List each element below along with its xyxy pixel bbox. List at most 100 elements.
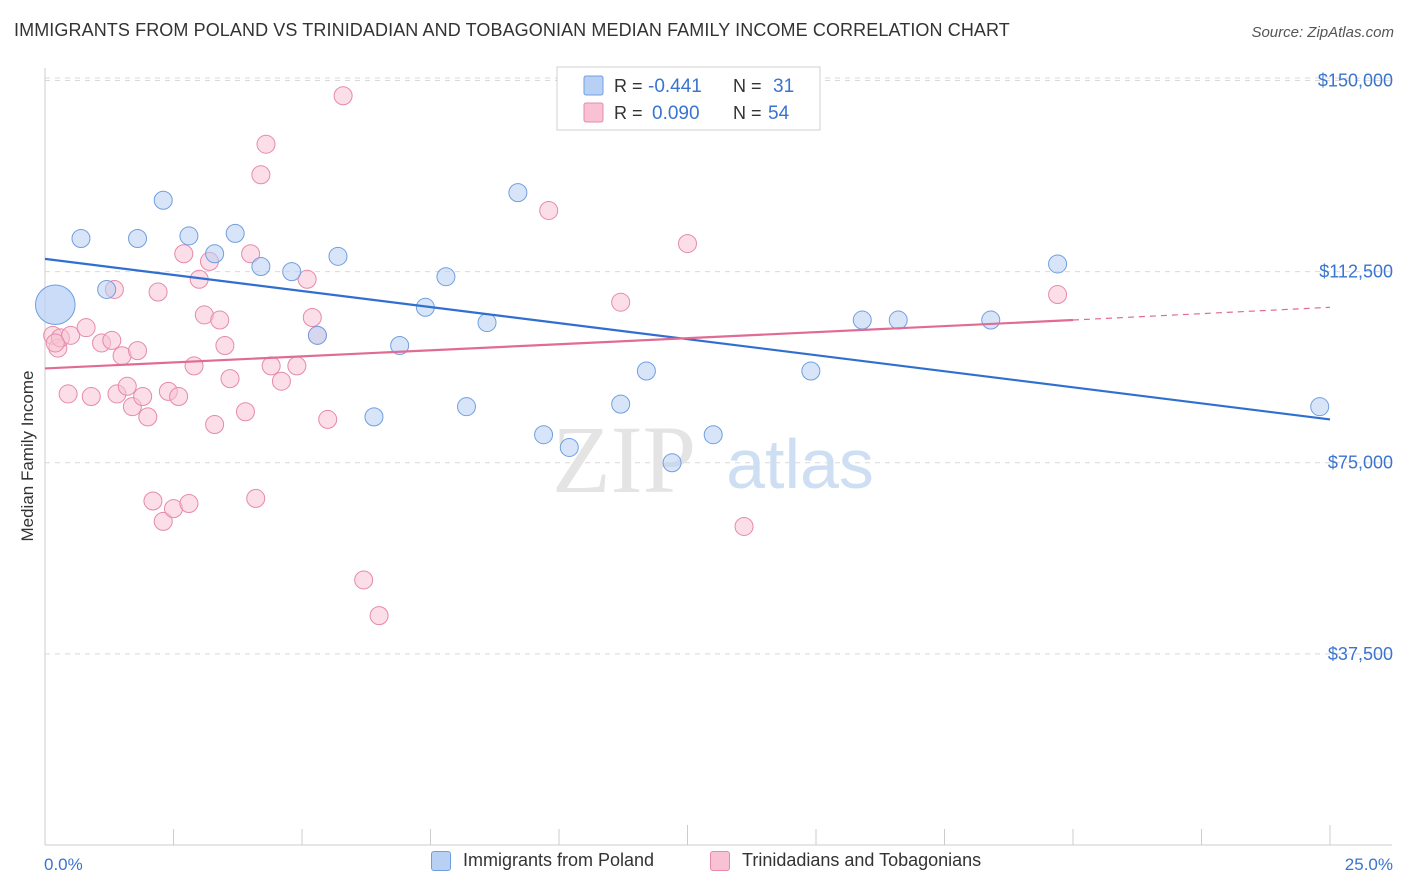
chart-title: IMMIGRANTS FROM POLAND VS TRINIDADIAN AN… [14, 20, 1010, 40]
trend-lines [44, 257, 1331, 421]
trend-line-trinidadians-extension [1072, 306, 1331, 321]
data-point-poland [636, 361, 656, 381]
stats-legend: R = -0.441 N = 31 R = 0.090 N = 54 [556, 66, 821, 131]
data-point-trinidadians [81, 386, 101, 406]
watermark: ZIP atlas [552, 406, 874, 513]
data-point-trinidadians [302, 307, 322, 327]
legend-label-poland: Immigrants from Poland [463, 850, 655, 870]
axes [44, 68, 1392, 846]
stats-legend-swatch-poland [583, 75, 604, 96]
data-point-trinidadians [184, 356, 204, 376]
stats-legend-n-label-trinidadians: N = [733, 103, 762, 123]
data-point-poland [179, 226, 199, 246]
y-tick-labels: $37,500 $75,000 $112,500 $150,000 [1318, 70, 1393, 663]
legend-swatch-trinidadians [710, 850, 730, 871]
data-point-poland [364, 407, 384, 427]
data-point-poland [508, 183, 528, 203]
data-point-trinidadians [241, 244, 261, 264]
data-point-trinidadians [138, 407, 158, 427]
series-trinidadians-points [43, 86, 1068, 626]
data-point-poland [436, 267, 456, 287]
data-point-poland [611, 394, 631, 414]
data-point-trinidadians [215, 336, 235, 356]
data-point-trinidadians [153, 511, 173, 531]
data-point-poland [888, 310, 908, 330]
stats-legend-r-label-trinidadians: R = [614, 103, 643, 123]
data-point-poland [703, 425, 723, 445]
y-tick-label: $112,500 [1319, 262, 1393, 282]
series-poland-points [34, 183, 1330, 473]
data-point-trinidadians [246, 488, 266, 508]
data-point-poland [1310, 397, 1330, 417]
y-tick-label: $75,000 [1328, 453, 1393, 473]
data-point-trinidadians [271, 371, 291, 391]
data-point-poland [477, 313, 497, 333]
data-point-poland [559, 437, 579, 457]
y-tick-label: $37,500 [1328, 644, 1393, 664]
data-point-poland [251, 257, 271, 277]
data-point-poland [981, 310, 1001, 330]
data-point-trinidadians [354, 570, 374, 590]
data-point-trinidadians [76, 318, 96, 338]
y-axis-label: Median Family Income [18, 370, 37, 542]
data-point-poland [390, 336, 410, 356]
data-point-poland [205, 244, 225, 264]
data-point-trinidadians [539, 200, 559, 220]
data-point-trinidadians [220, 369, 240, 389]
data-point-poland [456, 397, 476, 417]
data-point-trinidadians [251, 165, 271, 185]
data-point-trinidadians [128, 341, 148, 361]
trend-line-trinidadians [44, 318, 1074, 370]
data-point-trinidadians [102, 330, 122, 350]
data-point-trinidadians [169, 386, 189, 406]
data-point-trinidadians [287, 356, 307, 376]
data-point-poland [852, 310, 872, 330]
data-point-trinidadians [148, 282, 168, 302]
data-point-poland [307, 325, 327, 345]
legend-item-trinidadians: Trinidadians and Tobagonians [710, 850, 981, 871]
data-point-trinidadians [45, 333, 65, 353]
data-point-poland [662, 453, 682, 473]
data-point-poland [128, 228, 148, 248]
data-point-trinidadians [205, 415, 225, 435]
stats-legend-r-label-poland: R = [614, 76, 643, 96]
data-point-poland [1048, 254, 1068, 274]
data-point-trinidadians [210, 310, 230, 330]
watermark-atlas: atlas [726, 425, 874, 503]
data-point-trinidadians [61, 325, 81, 345]
data-point-trinidadians [179, 494, 199, 514]
data-point-trinidadians [133, 386, 153, 406]
legend-item-poland: Immigrants from Poland [431, 850, 654, 871]
grid-lines [45, 77, 1395, 655]
data-point-trinidadians [256, 134, 276, 154]
data-point-poland [328, 246, 348, 266]
data-point-trinidadians [369, 606, 389, 626]
y-tick-label: $150,000 [1318, 70, 1393, 90]
stats-legend-swatch-trinidadians [583, 102, 604, 123]
source-credit: Source: ZipAtlas.com [1251, 24, 1394, 41]
data-point-trinidadians [117, 376, 137, 396]
data-point-trinidadians [734, 516, 754, 536]
data-point-poland [282, 262, 302, 282]
legend-label-trinidadians: Trinidadians and Tobagonians [742, 850, 982, 870]
data-point-poland [225, 223, 245, 243]
data-point-trinidadians [318, 409, 338, 429]
stats-legend-r-value-trinidadians: 0.090 [652, 103, 700, 124]
data-point-trinidadians [611, 292, 631, 312]
data-point-trinidadians [333, 86, 353, 106]
stats-legend-n-value-trinidadians: 54 [768, 103, 790, 124]
data-point-poland [534, 425, 554, 445]
stats-legend-n-value-poland: 31 [773, 76, 794, 97]
data-point-trinidadians [58, 384, 78, 404]
legend-swatch-poland [431, 850, 451, 871]
data-point-poland [71, 228, 91, 248]
data-point-trinidadians [174, 244, 194, 264]
stats-legend-n-label-poland: N = [733, 76, 762, 96]
data-point-trinidadians [235, 402, 255, 422]
data-point-trinidadians [143, 491, 163, 511]
data-point-poland [153, 190, 173, 210]
data-point-poland [34, 284, 76, 326]
data-point-trinidadians [297, 269, 317, 289]
x-tick-label-max: 25.0% [1345, 855, 1393, 874]
